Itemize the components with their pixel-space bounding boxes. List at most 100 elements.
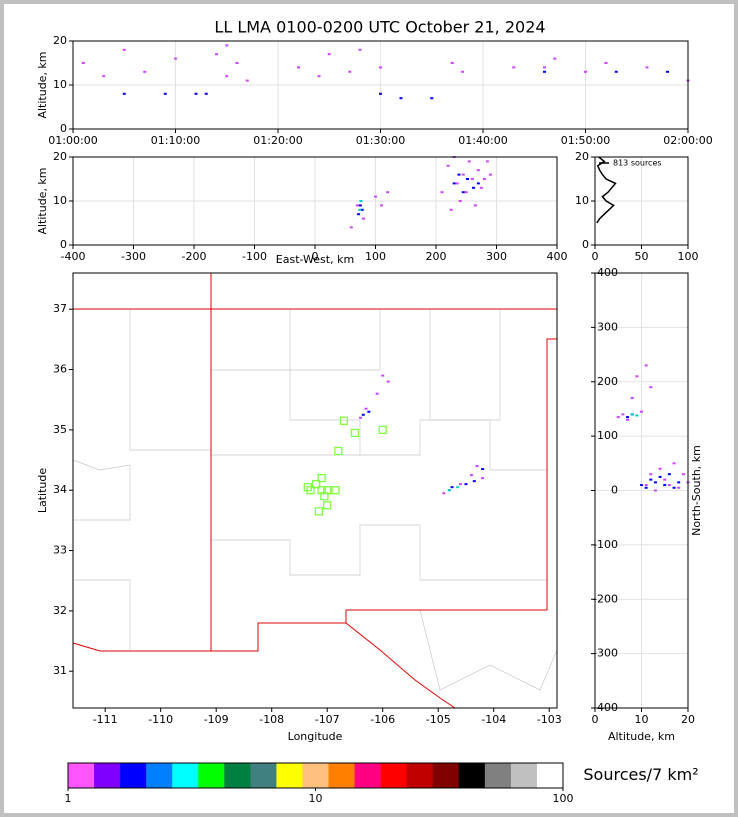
y-tick-label: -300 xyxy=(593,647,618,660)
x-tick-label: 01:40:00 xyxy=(458,134,507,147)
source-point xyxy=(635,414,639,417)
source-point xyxy=(553,57,557,60)
x-tick-label: -103 xyxy=(537,713,562,726)
county-line xyxy=(211,369,361,455)
source-point xyxy=(440,191,444,194)
station xyxy=(320,492,329,501)
colorbar-swatch xyxy=(94,763,121,788)
annotation: 813 sources xyxy=(613,159,662,168)
x-tick-label: 0 xyxy=(592,250,599,263)
colorbar-swatch xyxy=(68,763,95,788)
source-point xyxy=(470,178,474,180)
x-tick-label: 10 xyxy=(635,713,649,726)
x-tick-label: -200 xyxy=(182,250,207,263)
source-point xyxy=(649,478,653,481)
station xyxy=(378,425,387,435)
y-axis-label: Altitude, km xyxy=(36,51,49,118)
source-point xyxy=(621,413,625,416)
colorbar-swatch xyxy=(536,763,564,788)
source-point xyxy=(348,70,352,73)
x-tick-label: -111 xyxy=(93,713,118,726)
source-point xyxy=(349,226,353,229)
x-tick-label: -104 xyxy=(481,713,506,726)
colorbar-swatch xyxy=(484,763,512,788)
plot-frame xyxy=(72,272,558,709)
source-point xyxy=(386,380,390,383)
x-tick-label: -110 xyxy=(148,713,173,726)
colorbar-swatch xyxy=(354,763,381,788)
county-line xyxy=(211,419,547,471)
source-point xyxy=(379,92,382,95)
source-point xyxy=(485,160,489,163)
y-tick-label: 0 xyxy=(60,238,67,251)
x-tick-label: 50 xyxy=(635,250,649,263)
profile-line xyxy=(596,156,617,224)
plot-frame xyxy=(72,40,689,130)
colorbar-swatch xyxy=(328,763,355,788)
y-tick-label: -100 xyxy=(593,538,618,551)
x-tick-label: -100 xyxy=(242,250,267,263)
source-point xyxy=(225,44,229,47)
source-point xyxy=(381,374,385,377)
y-tick-label: 10 xyxy=(53,194,67,207)
plot-frame xyxy=(72,156,558,246)
source-point xyxy=(472,186,476,189)
source-point xyxy=(461,191,465,194)
y-tick-label: 31 xyxy=(53,664,67,677)
source-point xyxy=(677,481,681,484)
source-point xyxy=(476,182,480,185)
y-axis-label: Latitude xyxy=(36,468,49,514)
x-tick-label: -400 xyxy=(61,250,86,263)
source-point xyxy=(379,66,382,69)
x-tick-label: 200 xyxy=(426,250,447,263)
source-point xyxy=(357,213,361,216)
y-tick-label: 10 xyxy=(53,78,67,91)
source-point xyxy=(455,182,459,185)
source-point xyxy=(640,484,643,487)
source-point xyxy=(450,62,454,64)
source-point xyxy=(584,70,587,73)
source-point xyxy=(649,473,653,476)
x-axis-label: Longitude xyxy=(288,730,343,743)
colorbar-swatch xyxy=(224,763,251,788)
colorbar-swatch xyxy=(510,763,538,788)
source-point xyxy=(653,489,657,492)
source-point xyxy=(430,97,434,100)
source-point xyxy=(645,66,649,69)
x-tick-label: -300 xyxy=(121,250,146,263)
source-point xyxy=(163,92,167,95)
source-point xyxy=(355,204,359,207)
source-point xyxy=(614,70,618,73)
y-tick-label: 300 xyxy=(597,320,618,333)
source-point xyxy=(473,204,477,207)
source-point xyxy=(663,478,667,481)
source-point xyxy=(215,53,218,56)
source-point xyxy=(386,191,390,194)
y-tick-label: 20 xyxy=(53,150,67,163)
station xyxy=(350,428,360,438)
colorbar-swatch xyxy=(406,763,434,788)
source-point xyxy=(644,486,648,489)
y-tick-label: 33 xyxy=(53,544,67,557)
source-point xyxy=(358,208,362,211)
x-tick-label: 20 xyxy=(681,713,695,726)
source-point xyxy=(358,204,362,207)
source-point xyxy=(626,418,630,421)
county-line xyxy=(419,609,558,691)
source-point xyxy=(475,465,479,468)
source-point xyxy=(442,492,446,495)
y-tick-label: 0 xyxy=(60,122,67,135)
source-point xyxy=(672,486,676,489)
source-point xyxy=(359,416,363,419)
source-point xyxy=(458,483,462,486)
map-borders xyxy=(72,272,558,709)
y-tick-label: 32 xyxy=(53,604,67,617)
source-point xyxy=(361,413,365,416)
source-point xyxy=(479,186,483,189)
source-point xyxy=(374,195,377,198)
source-point xyxy=(666,70,669,73)
y-tick-label: -200 xyxy=(593,592,618,605)
source-point xyxy=(604,62,608,64)
x-tick-label: 100 xyxy=(365,250,386,263)
